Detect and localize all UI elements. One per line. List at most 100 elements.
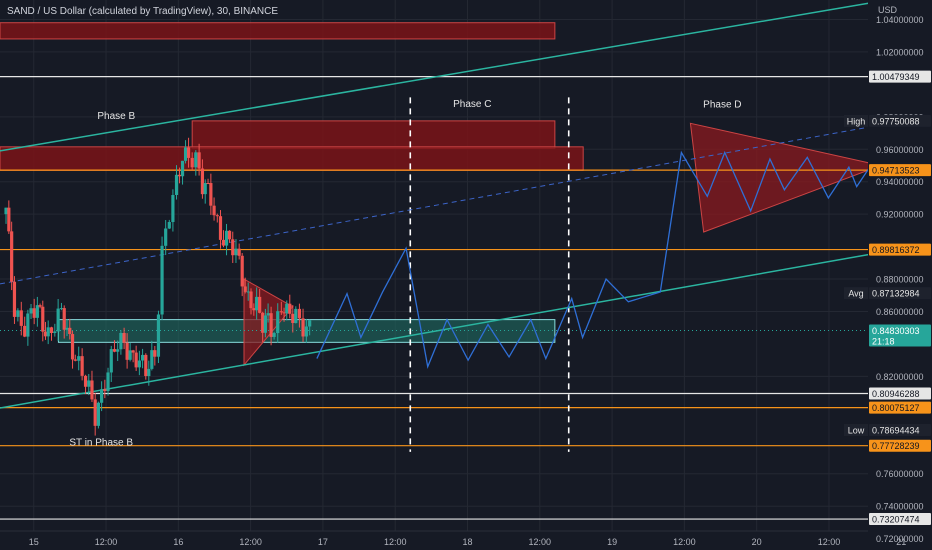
candle-body bbox=[131, 350, 135, 353]
price-tick-label: 0.88000000 bbox=[876, 275, 924, 285]
candle-body bbox=[59, 308, 64, 310]
candle-body bbox=[177, 174, 182, 177]
candle-body bbox=[103, 389, 107, 392]
price-axis-bg bbox=[868, 0, 932, 550]
candle-body bbox=[301, 318, 305, 337]
price-label-tag: Low bbox=[848, 426, 865, 436]
candle-body bbox=[38, 305, 42, 307]
supply-zone bbox=[191, 120, 556, 149]
price-label-tag-bg bbox=[844, 424, 868, 437]
candle-body bbox=[32, 308, 36, 318]
price-label-value: 0.77728239 bbox=[872, 441, 920, 451]
candle-body bbox=[174, 174, 179, 195]
candle-body bbox=[215, 215, 219, 217]
price-label-value: 0.97750088 bbox=[872, 116, 920, 126]
chart-title: SAND / US Dollar (calculated by TradingV… bbox=[7, 6, 278, 17]
candle-body bbox=[272, 333, 276, 337]
candle-body bbox=[122, 332, 126, 343]
candle-body bbox=[68, 327, 72, 335]
candle-body bbox=[261, 312, 265, 333]
candle-body bbox=[297, 308, 302, 319]
candle-body bbox=[62, 308, 66, 330]
candle-body bbox=[218, 216, 223, 240]
candle-body bbox=[276, 311, 280, 334]
candle-body bbox=[125, 342, 129, 360]
candle-body bbox=[294, 308, 298, 323]
candle-body bbox=[231, 239, 235, 256]
time-tick-label: 21 bbox=[896, 537, 906, 547]
candle-body bbox=[234, 248, 238, 256]
candle-body bbox=[186, 147, 191, 158]
candle-body bbox=[288, 303, 292, 314]
candle-body bbox=[266, 313, 270, 316]
price-label-value: 0.80946288 bbox=[872, 389, 920, 399]
candle-body bbox=[212, 205, 216, 216]
candle-body bbox=[203, 183, 207, 195]
time-tick-label: 12:00 bbox=[239, 537, 262, 547]
candle-body bbox=[156, 314, 161, 357]
candle-body bbox=[263, 315, 267, 333]
candle-body bbox=[119, 332, 123, 350]
candle-body bbox=[240, 255, 244, 287]
time-tick-label: 12:00 bbox=[384, 537, 407, 547]
candle-body bbox=[147, 368, 151, 377]
supply-zone bbox=[0, 146, 584, 171]
candle-body bbox=[77, 356, 81, 361]
phase-label: Phase C bbox=[453, 99, 491, 110]
candle-body bbox=[249, 291, 253, 309]
candle-body bbox=[4, 207, 8, 215]
candle-body bbox=[83, 375, 88, 387]
candle-body bbox=[227, 230, 232, 240]
time-tick-label: 17 bbox=[318, 537, 328, 547]
price-tick-label: 0.72000000 bbox=[876, 534, 924, 544]
price-label-badge bbox=[869, 287, 931, 300]
time-axis-bg bbox=[0, 531, 868, 550]
candle-body bbox=[144, 354, 148, 377]
price-label-tag: High bbox=[847, 116, 866, 126]
price-tick-label: 0.94000000 bbox=[876, 177, 924, 187]
candle-body bbox=[308, 320, 312, 327]
candle-body bbox=[137, 360, 141, 368]
price-tick-label: 0.82000000 bbox=[876, 372, 924, 382]
price-label-badge bbox=[869, 401, 931, 414]
candle-body bbox=[65, 327, 69, 330]
price-label-badge bbox=[869, 164, 931, 177]
price-label-tag-bg bbox=[844, 114, 868, 127]
candle-body bbox=[164, 228, 168, 246]
price-label-badge bbox=[869, 513, 931, 526]
candle-body bbox=[80, 356, 84, 376]
price-label-badge bbox=[869, 424, 931, 437]
price-label-value: 0.73207474 bbox=[872, 515, 920, 525]
candle-body bbox=[285, 303, 289, 314]
phase-label: Phase B bbox=[97, 111, 135, 122]
price-label-tag-bg bbox=[844, 287, 868, 300]
candle-body bbox=[180, 160, 185, 177]
time-tick-label: 12:00 bbox=[673, 537, 696, 547]
price-tick-label: 0.76000000 bbox=[876, 469, 924, 479]
candle-body bbox=[243, 286, 247, 292]
candle-body bbox=[100, 389, 104, 403]
candle-body bbox=[93, 399, 97, 426]
price-label-badge bbox=[869, 70, 931, 83]
candle-body bbox=[116, 349, 120, 352]
price-label-badge bbox=[869, 243, 931, 256]
candle-body bbox=[150, 350, 154, 369]
time-axis: 15 12:00 16 12:00 17 12:00 18 12:00 19 12:00 20 12:… bbox=[0, 530, 906, 550]
candle-body bbox=[291, 313, 295, 323]
candle-body bbox=[171, 194, 175, 223]
price-label-value: 0.78694434 bbox=[872, 426, 920, 436]
candle-body bbox=[246, 291, 250, 293]
price-label-badge bbox=[869, 439, 931, 452]
price-tick-label: 0.74000000 bbox=[876, 502, 924, 512]
time-tick-label: 16 bbox=[173, 537, 183, 547]
candle-body bbox=[49, 327, 54, 333]
candle-body bbox=[194, 152, 198, 168]
candle-body bbox=[282, 312, 286, 314]
candle-body bbox=[221, 239, 226, 246]
supply-zone bbox=[0, 22, 556, 40]
candle-body bbox=[46, 327, 50, 337]
candle-body bbox=[90, 380, 94, 400]
time-tick-label: 12:00 bbox=[818, 537, 841, 547]
